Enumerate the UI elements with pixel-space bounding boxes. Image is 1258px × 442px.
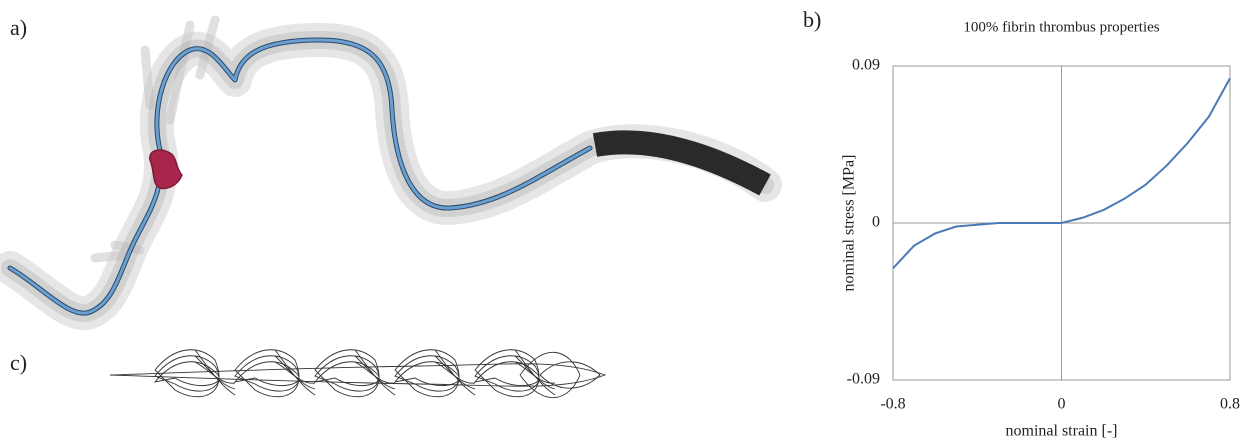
chart-title: 100% fibrin thrombus properties (963, 19, 1159, 35)
stent-strut (475, 362, 539, 386)
y-axis-label: nominal stress [MPa] (841, 155, 858, 292)
y-tick-label: 0 (872, 214, 880, 231)
panel-label: b) (803, 7, 821, 32)
stent-strut (235, 362, 299, 386)
vessel-illustration (10, 20, 765, 313)
stent-strut (315, 356, 379, 391)
stent-illustration (110, 350, 605, 398)
stent-strut (515, 362, 555, 383)
stent-strut (520, 352, 600, 397)
stent-strut (235, 356, 299, 391)
stent-strut (395, 356, 459, 391)
stent-strut (355, 362, 395, 383)
y-tick-label: 0.09 (852, 57, 880, 74)
y-tick-label: -0.09 (847, 371, 880, 388)
x-tick-label: -0.8 (880, 396, 905, 413)
stent-strut (195, 362, 235, 383)
stent-strut (155, 362, 219, 386)
panel-label: a) (10, 15, 27, 40)
stent-strut (275, 362, 315, 383)
panel-label: c) (10, 350, 27, 375)
x-tick-label: 0 (1058, 396, 1066, 413)
figure: a) b) c) -0.09 0 0.09 -0.8 0 0.8 100% fibrin t… (0, 0, 1258, 442)
x-axis-label: nominal strain [-] (1006, 423, 1118, 440)
x-tick-label: 0.8 (1220, 396, 1240, 413)
